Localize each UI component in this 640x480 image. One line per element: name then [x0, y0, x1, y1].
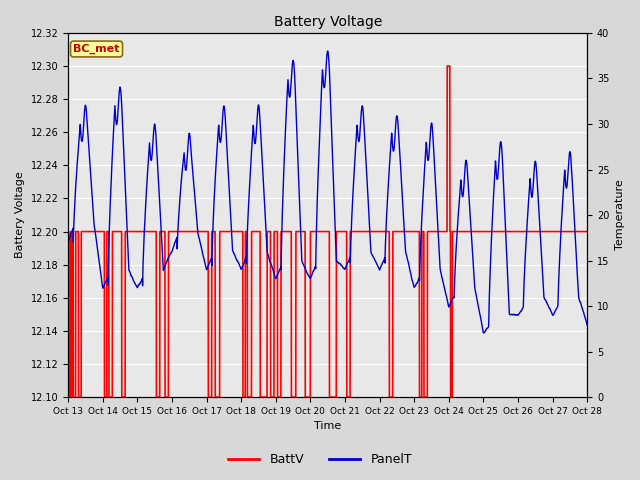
Title: Battery Voltage: Battery Voltage — [273, 15, 382, 29]
Y-axis label: Temperature: Temperature — [615, 180, 625, 251]
Legend: BattV, PanelT: BattV, PanelT — [223, 448, 417, 471]
X-axis label: Time: Time — [314, 421, 341, 432]
Text: BC_met: BC_met — [74, 44, 120, 54]
Y-axis label: Battery Voltage: Battery Voltage — [15, 172, 25, 258]
